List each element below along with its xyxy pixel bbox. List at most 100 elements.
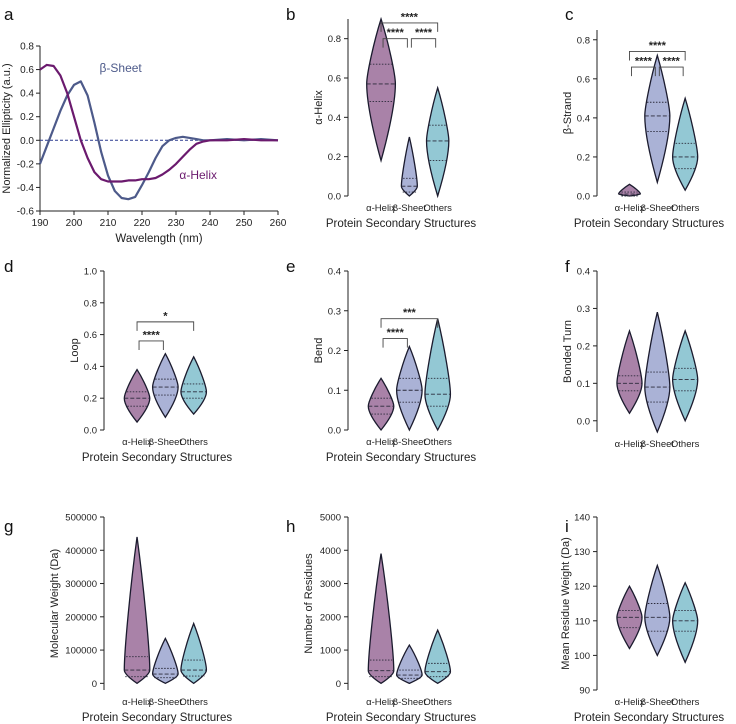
x-group-label: α-Helix	[615, 439, 645, 450]
y-tick-label: 3000	[320, 579, 341, 590]
x-group-label: α-Helix	[615, 697, 645, 708]
violin-d-2	[180, 355, 208, 416]
panel-letter-h: h	[286, 517, 295, 536]
y-tick-label: -0.2	[17, 159, 35, 170]
y-tick-label: 200000	[65, 612, 97, 623]
y-tick-label: 0.8	[328, 34, 341, 45]
violin-h-1	[395, 643, 423, 685]
panel-letter-c: c	[565, 5, 574, 24]
y-tick-label: 0.4	[20, 89, 34, 100]
violin-h-2	[424, 628, 452, 685]
y-tick-label: 0.6	[328, 74, 341, 85]
y-tick-label: -0.6	[17, 207, 35, 218]
y-tick-label: 1.0	[84, 267, 97, 278]
y-tick-label: 500000	[65, 513, 97, 524]
y-tick-label: 0.0	[20, 136, 34, 147]
y-tick-label: 130	[574, 547, 590, 558]
panel-letter-g: g	[4, 517, 13, 536]
violin-g-1	[151, 637, 179, 685]
significance-label: ****	[387, 27, 405, 39]
y-tick-label: 0.2	[84, 394, 97, 405]
panel-letter-d: d	[4, 257, 13, 276]
x-axis-label: Protein Secondary Structures	[574, 218, 724, 230]
y-tick-label: 0.0	[328, 426, 341, 437]
x-axis-label: Protein Secondary Structures	[326, 452, 476, 464]
significance-bracket	[629, 51, 686, 61]
panel-b: b0.00.20.40.60.8α-Helixβ-SheetOthers****…	[286, 5, 476, 230]
y-tick-label: 0.6	[20, 65, 34, 76]
panel-h: h 0 1000 2000 3000 4000 5000 α-Helixβ-SheetOthe…	[286, 513, 476, 724]
violin-c-0	[617, 183, 642, 197]
violin-b-1	[400, 136, 418, 197]
y-tick-label: 0.8	[577, 35, 590, 46]
significance-bracket	[382, 38, 408, 48]
y-tick-label: 90	[579, 686, 590, 697]
y-tick-label: 0.2	[577, 341, 590, 352]
y-tick-label: 0.2	[328, 152, 341, 163]
x-axis-label: Protein Secondary Structures	[82, 712, 232, 724]
significance-label: ****	[387, 327, 405, 339]
x-tick-label: 220	[134, 218, 151, 229]
y-axis-label: Normalized Ellipticity (a.u.)	[1, 63, 13, 193]
x-group-label: β-Sheet	[641, 203, 675, 214]
x-group-label: β-Sheet	[393, 437, 427, 448]
x-group-label: Others	[423, 697, 452, 708]
y-tick-label: 100000	[65, 646, 97, 657]
y-tick-label: 0.0	[577, 192, 590, 203]
y-tick-label: 1000	[320, 646, 341, 657]
y-tick-label: 0	[92, 679, 97, 690]
panel-letter-a: a	[4, 5, 14, 24]
x-group-label: Others	[423, 437, 452, 448]
violin-e-1	[395, 344, 423, 432]
y-tick-label: 0.0	[577, 416, 590, 427]
significance-bracket	[658, 66, 684, 77]
x-tick-label: 210	[100, 218, 117, 229]
significance-label: ****	[663, 56, 681, 68]
y-axis-label: Bonded Turn	[562, 320, 574, 383]
y-axis-label: β-Strand	[562, 92, 574, 134]
y-tick-label: 0.2	[20, 112, 34, 123]
violin-e-2	[424, 318, 452, 432]
significance-bracket	[138, 340, 164, 350]
significance-label: ****	[635, 56, 653, 68]
x-group-label: α-Helix	[615, 203, 645, 214]
y-tick-label: 0.6	[84, 330, 97, 341]
x-group-label: Others	[671, 203, 700, 214]
violin-c-1	[644, 53, 671, 185]
violin-g-2	[180, 621, 208, 685]
y-axis-label: Mean Residue Weight (Da)	[560, 537, 572, 669]
panel-letter-e: e	[286, 257, 295, 276]
significance-label: ****	[415, 27, 433, 39]
y-tick-label: 0.8	[84, 298, 97, 309]
x-axis-label: Protein Secondary Structures	[574, 712, 724, 724]
significance-bracket	[380, 22, 439, 32]
violin-d-1	[151, 352, 179, 419]
y-tick-label: 0.6	[577, 74, 590, 85]
significance-bracket	[382, 338, 408, 348]
panel-letter-i: i	[565, 517, 569, 536]
series-line-1	[39, 63, 278, 183]
x-group-label: β-Sheet	[393, 203, 427, 214]
significance-label: ****	[649, 40, 667, 52]
y-tick-label: 0.1	[328, 386, 341, 397]
significance-label: ****	[401, 11, 419, 23]
x-axis-label: Protein Secondary Structures	[82, 452, 232, 464]
x-group-label: Others	[671, 697, 700, 708]
y-tick-label: 0.4	[577, 267, 590, 278]
violin-e-0	[367, 377, 395, 432]
y-tick-label: 0.1	[577, 379, 590, 390]
y-axis-label: Molecular Weight (Da)	[49, 549, 61, 658]
panel-g: g 0 100000 200000 300000 400000 500000 α-Helixβ…	[4, 513, 232, 724]
y-tick-label: 0.8	[20, 42, 34, 53]
y-tick-label: 0.4	[84, 362, 97, 373]
x-group-label: α-Helix	[366, 203, 396, 214]
violin-b-0	[366, 16, 397, 164]
series-annotation: α-Helix	[179, 168, 217, 182]
y-tick-label: 5000	[320, 513, 341, 524]
violin-h-0	[367, 553, 395, 685]
y-tick-label: 4000	[320, 546, 341, 557]
y-tick-label: 0.0	[84, 426, 97, 437]
